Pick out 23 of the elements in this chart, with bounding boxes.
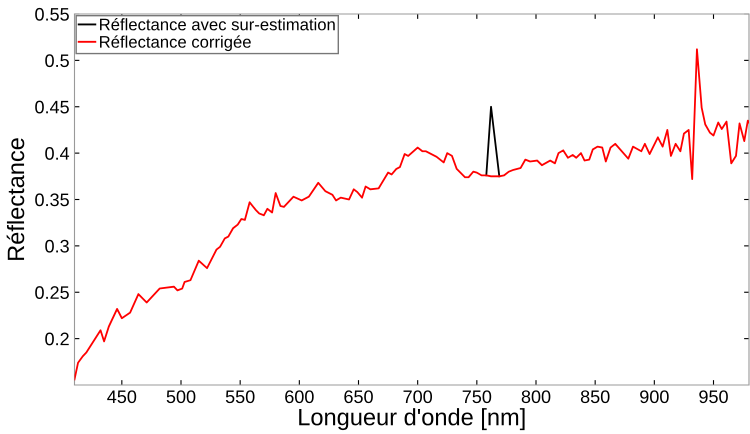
x-tick-label: 750 [462, 390, 492, 404]
x-tick-label: 850 [580, 390, 610, 404]
y-tick-label: 0.5 [45, 54, 69, 68]
y-tick-label: 0.2 [45, 332, 69, 346]
legend-label: Réflectance corrigée [100, 35, 251, 52]
x-tick-label: 450 [107, 390, 136, 404]
y-tick-label: 0.55 [35, 8, 69, 21]
x-tick-label: 800 [522, 390, 550, 404]
x-tick-label: 700 [404, 390, 432, 404]
x-axis-title: Longueur d'onde [nm] [299, 408, 525, 430]
x-tick-label: 550 [226, 390, 255, 404]
legend-label: Réflectance avec sur-estimation [100, 18, 335, 30]
y-tick-label: 0.45 [35, 100, 69, 114]
y-axis-title: Réflectance [6, 138, 24, 260]
y-tick-label: 0.4 [45, 147, 70, 160]
y-tick-label: 0.3 [45, 240, 69, 253]
y-tick-label: 0.35 [35, 193, 69, 206]
x-tick-label: 650 [344, 390, 373, 404]
x-tick-label: 950 [699, 390, 728, 404]
x-tick-label: 900 [640, 390, 669, 404]
x-tick-label: 600 [285, 390, 314, 404]
x-tick-label: 500 [166, 390, 196, 404]
y-tick-label: 0.25 [35, 286, 69, 299]
